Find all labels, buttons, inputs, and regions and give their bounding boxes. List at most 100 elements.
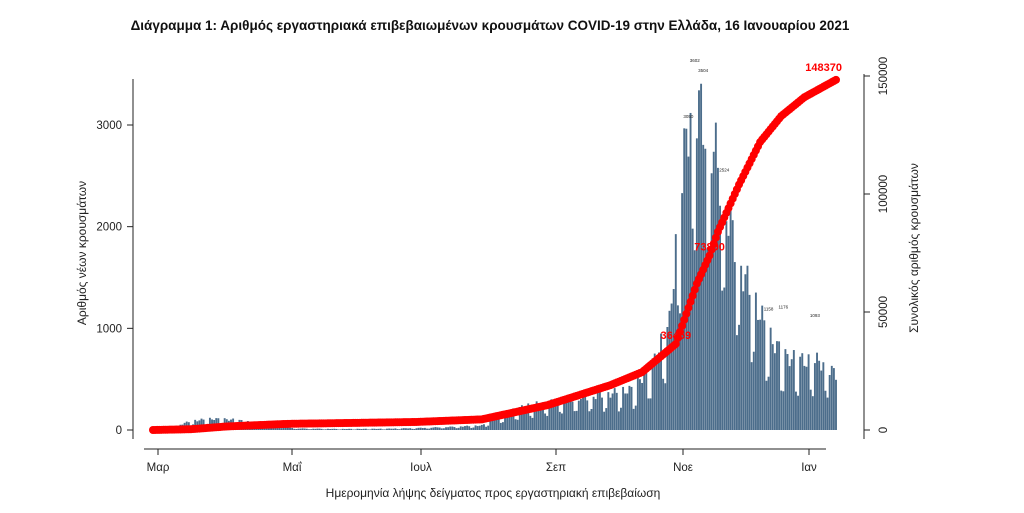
daily-bar [544,413,547,430]
daily-bar [643,372,646,430]
daily-bar [582,393,584,430]
cumulative-point [671,339,680,348]
daily-bar [527,403,530,430]
daily-bar [548,404,551,430]
cumulative-line-series [149,75,840,434]
daily-bar [388,428,391,430]
daily-bar [432,427,435,430]
daily-bar [590,408,593,430]
daily-bar [405,428,407,430]
daily-bar [426,428,428,430]
daily-bar [721,290,724,430]
daily-bar [407,428,410,430]
daily-bar [668,310,671,430]
daily-bar [483,424,485,430]
daily-bar [740,265,743,430]
daily-bar [710,173,713,430]
daily-bar [358,428,361,430]
daily-bar [704,148,707,430]
daily-bar [588,411,591,430]
daily-bar [620,407,622,430]
daily-bar [670,303,673,430]
daily-bar [546,415,549,430]
daily-bar [809,389,812,430]
daily-bar [289,427,291,430]
daily-bar [769,327,772,430]
daily-bar [662,378,665,430]
daily-bar [466,425,469,430]
daily-bar [497,415,500,430]
daily-bar [609,397,612,430]
daily-bar [402,428,405,430]
bar-value-label: 2524 [719,167,730,172]
daily-bar [453,427,456,430]
daily-bar [738,324,740,430]
daily-bar [386,428,388,430]
daily-bar [394,428,397,430]
daily-bar [655,361,658,430]
daily-bar [573,411,576,430]
daily-bar [824,390,827,430]
daily-bar [539,406,542,430]
daily-bar [301,428,304,430]
daily-bar [683,128,686,430]
daily-bar [542,402,544,430]
x-tick-label: Ιουλ [410,462,432,474]
daily-bar [563,403,566,430]
daily-bar [442,428,445,430]
daily-bar [782,391,785,430]
daily-bar [291,427,294,430]
daily-bar [803,365,806,430]
daily-bar [750,362,753,430]
daily-bar [723,287,726,430]
daily-bar [807,354,810,430]
daily-bar [771,344,774,430]
daily-bar [584,395,587,430]
y-left-ticks: 0 1000 2000 3000 [96,120,133,437]
daily-bar [470,427,473,430]
daily-bar [430,427,433,430]
daily-bar [799,356,802,430]
daily-bar [700,83,703,430]
daily-bar [706,248,709,430]
daily-bar [295,428,298,430]
daily-bar [480,424,483,430]
daily-bar [360,429,363,430]
cumulative-annotation: 36459 [660,330,691,342]
daily-bar [767,376,770,430]
daily-bar [617,411,620,430]
daily-bar [626,393,629,430]
daily-bar [343,429,346,430]
x-tick-label: Μαΐ [283,462,303,474]
daily-bar [409,428,412,430]
daily-bar [322,429,325,430]
daily-bar [297,428,300,430]
bar-value-label: 3050 [683,114,694,119]
daily-bar [396,429,399,430]
daily-bar [316,428,319,430]
daily-bar [356,428,359,430]
daily-bar [744,274,747,430]
cumulative-point [676,327,685,336]
daily-bar [371,428,374,430]
daily-bar [735,335,738,430]
daily-bar [813,363,816,430]
daily-bar [759,319,762,430]
y-right-tick-label: 50000 [878,296,890,328]
daily-bar [664,383,667,430]
daily-bar [310,429,313,430]
daily-bar [605,408,608,430]
daily-bar [681,193,684,430]
daily-bar [811,396,814,430]
daily-bar [660,333,662,430]
y-right-tick-label: 150000 [878,57,890,95]
daily-bar [312,428,315,430]
daily-bar [537,404,540,430]
daily-bar [594,399,597,430]
cumulative-annotation: 73890 [694,242,725,254]
daily-bar [451,426,454,430]
daily-bar [520,405,523,430]
daily-bar [499,422,502,430]
daily-bar [423,427,426,430]
daily-bar [434,427,437,430]
